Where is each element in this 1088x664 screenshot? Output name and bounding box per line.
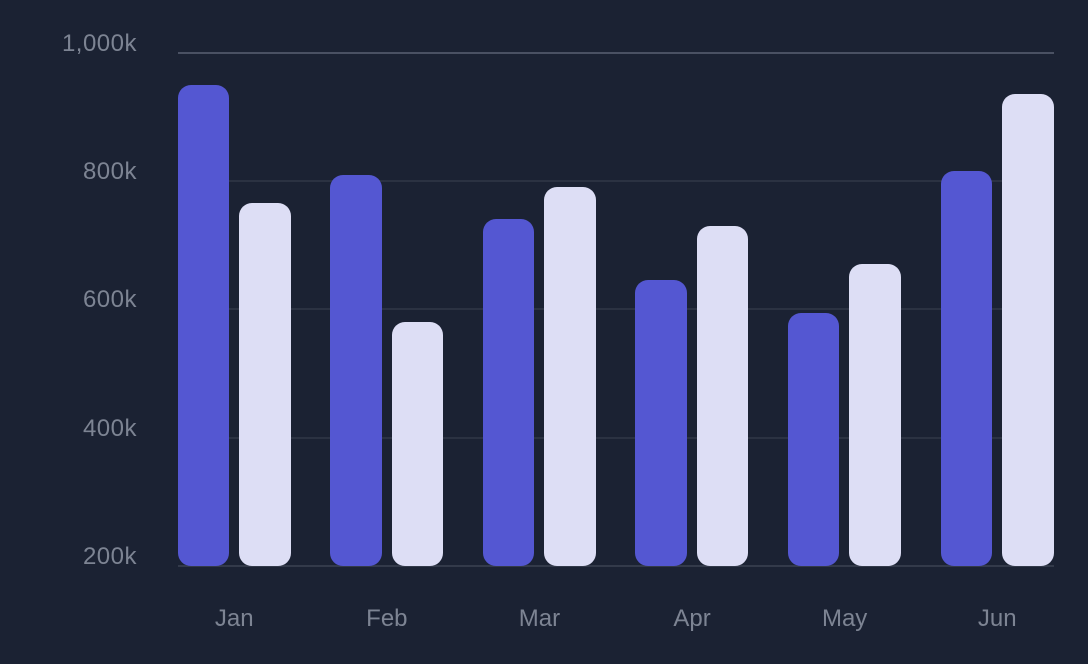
bar-mar-series-2[interactable] bbox=[544, 187, 596, 566]
bar-jun-series-1[interactable] bbox=[940, 171, 992, 566]
gridline bbox=[177, 565, 1054, 567]
y-axis-tick-label: 400k bbox=[82, 414, 137, 442]
bar-feb-series-2[interactable] bbox=[391, 322, 444, 566]
x-axis-tick-label-jun: Jun bbox=[977, 605, 1017, 632]
y-axis-tick-label: 1,000k bbox=[61, 29, 137, 57]
bar-jan-series-2[interactable] bbox=[239, 203, 291, 566]
x-axis-tick-label-mar: Mar bbox=[518, 605, 561, 632]
x-axis-tick-label-may: May bbox=[821, 605, 868, 632]
bar-may-series-1[interactable] bbox=[787, 312, 840, 566]
bar-apr-series-2[interactable] bbox=[696, 225, 749, 566]
y-axis-tick-label: 800k bbox=[82, 157, 137, 185]
y-axis-tick-label: 600k bbox=[82, 286, 137, 314]
bar-feb-series-1[interactable] bbox=[330, 174, 382, 566]
gridline bbox=[177, 436, 1054, 439]
gridline bbox=[177, 51, 1054, 54]
bar-mar-series-1[interactable] bbox=[482, 219, 535, 566]
bar-may-series-2[interactable] bbox=[849, 264, 901, 566]
bar-jun-series-2[interactable] bbox=[1002, 94, 1054, 566]
y-axis-tick-label: 200k bbox=[82, 543, 137, 570]
gridline bbox=[177, 308, 1054, 311]
x-axis-tick-label-jan: Jan bbox=[214, 605, 254, 632]
gridline bbox=[177, 179, 1054, 182]
x-axis-tick-label-feb: Feb bbox=[366, 605, 408, 632]
x-axis-tick-label-apr: Apr bbox=[673, 605, 711, 632]
bar-jan-series-1[interactable] bbox=[177, 84, 229, 566]
bar-apr-series-1[interactable] bbox=[635, 280, 687, 566]
